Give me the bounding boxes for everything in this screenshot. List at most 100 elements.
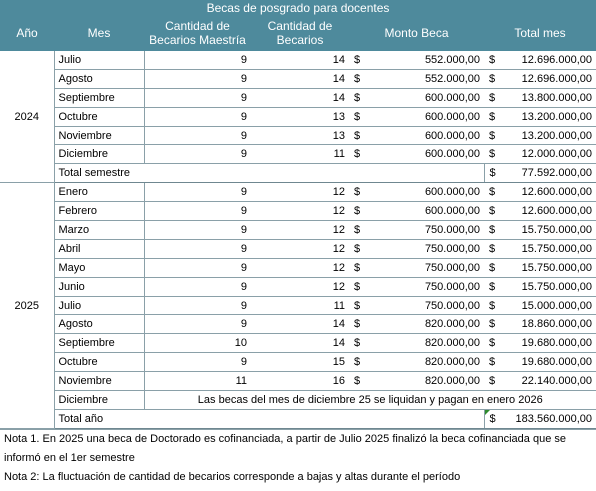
header-masters[interactable]: Cantidad de Becarios Maestría — [144, 15, 251, 51]
month-cell[interactable]: Noviembre — [54, 126, 145, 146]
month-cell[interactable]: Mayo — [54, 258, 145, 278]
amount-cell[interactable]: $600.000,00 — [349, 182, 484, 203]
scholars-cell[interactable]: 14 — [251, 333, 349, 354]
amount-cell[interactable]: $820.000,00 — [349, 333, 484, 354]
scholars-cell[interactable]: 13 — [251, 126, 349, 146]
month-cell[interactable]: Agosto — [54, 69, 145, 89]
total-cell[interactable]: $12.600.000,00 — [484, 182, 596, 203]
amount-cell[interactable]: $552.000,00 — [349, 69, 484, 89]
total-cell[interactable]: $13.200.000,00 — [484, 126, 596, 146]
total-cell[interactable]: $13.200.000,00 — [484, 107, 596, 127]
scholars-cell[interactable]: 15 — [251, 352, 349, 373]
scholars-cell[interactable]: 16 — [251, 371, 349, 392]
month-cell[interactable]: Noviembre — [54, 371, 145, 392]
table-title[interactable]: Becas de posgrado para docentes — [0, 0, 596, 15]
masters-cell[interactable]: 9 — [144, 239, 251, 259]
header-amount[interactable]: Monto Beca — [349, 15, 484, 51]
month-cell[interactable]: Diciembre — [54, 144, 145, 165]
total-cell[interactable]: $18.860.000,00 — [484, 314, 596, 335]
header-scholars[interactable]: Cantidad de Becarios — [251, 15, 349, 51]
amount-cell[interactable]: $750.000,00 — [349, 220, 484, 240]
scholars-cell[interactable]: 11 — [251, 144, 349, 165]
scholars-cell[interactable]: 12 — [251, 239, 349, 259]
amount-cell[interactable]: $750.000,00 — [349, 277, 484, 297]
amount-cell[interactable]: $600.000,00 — [349, 88, 484, 108]
comment-marker-icon[interactable] — [484, 409, 490, 415]
masters-cell[interactable]: 9 — [144, 107, 251, 127]
scholars-cell[interactable]: 12 — [251, 220, 349, 240]
masters-cell[interactable]: 9 — [144, 314, 251, 335]
month-cell[interactable]: Diciembre — [54, 390, 145, 410]
month-cell[interactable]: Febrero — [54, 201, 145, 222]
masters-cell[interactable]: 9 — [144, 296, 251, 316]
amount-cell[interactable]: $820.000,00 — [349, 371, 484, 392]
total-cell[interactable]: $12.696.000,00 — [484, 51, 596, 70]
masters-cell[interactable]: 9 — [144, 258, 251, 278]
month-cell[interactable]: Julio — [54, 51, 145, 70]
month-cell[interactable]: Junio — [54, 277, 145, 297]
month-cell[interactable]: Agosto — [54, 314, 145, 335]
scholars-cell[interactable]: 14 — [251, 314, 349, 335]
scholars-cell[interactable]: 12 — [251, 201, 349, 222]
month-cell[interactable]: Septiembre — [54, 333, 145, 354]
masters-cell[interactable]: 9 — [144, 352, 251, 373]
total-cell[interactable]: $13.800.000,00 — [484, 88, 596, 108]
total-cell[interactable]: $15.750.000,00 — [484, 239, 596, 259]
total-cell[interactable]: $12.000.000,00 — [484, 144, 596, 165]
total-cell[interactable]: $22.140.000,00 — [484, 371, 596, 392]
masters-cell[interactable]: 9 — [144, 144, 251, 165]
total-cell[interactable]: $12.600.000,00 — [484, 201, 596, 222]
month-cell[interactable]: Julio — [54, 296, 145, 316]
scholars-cell[interactable]: 13 — [251, 107, 349, 127]
masters-cell[interactable]: 9 — [144, 201, 251, 222]
month-cell[interactable]: Octubre — [54, 352, 145, 373]
total-cell[interactable]: $19.680.000,00 — [484, 352, 596, 373]
masters-cell[interactable]: 9 — [144, 88, 251, 108]
month-cell[interactable]: Enero — [54, 182, 145, 203]
month-cell[interactable]: Marzo — [54, 220, 145, 240]
total-cell[interactable]: $15.750.000,00 — [484, 258, 596, 278]
scholars-cell[interactable]: 12 — [251, 258, 349, 278]
amount-cell[interactable]: $750.000,00 — [349, 296, 484, 316]
december-note-cell[interactable]: Las becas del mes de diciembre 25 se liq… — [144, 390, 596, 410]
summary-total-cell[interactable]: $77.592.000,00 — [484, 163, 596, 184]
total-cell[interactable]: $19.680.000,00 — [484, 333, 596, 354]
masters-cell[interactable]: 11 — [144, 371, 251, 392]
masters-cell[interactable]: 9 — [144, 69, 251, 89]
total-cell[interactable]: $15.000.000,00 — [484, 296, 596, 316]
scholars-cell[interactable]: 12 — [251, 182, 349, 203]
masters-cell[interactable]: 10 — [144, 333, 251, 354]
month-cell[interactable]: Septiembre — [54, 88, 145, 108]
summary-total-cell[interactable]: $183.560.000,00 — [484, 409, 596, 429]
masters-cell[interactable]: 9 — [144, 182, 251, 203]
scholars-cell[interactable]: 14 — [251, 51, 349, 70]
amount-cell[interactable]: $600.000,00 — [349, 107, 484, 127]
header-year[interactable]: Año — [0, 15, 54, 51]
total-cell[interactable]: $15.750.000,00 — [484, 220, 596, 240]
year-cell[interactable]: 2025 — [0, 182, 55, 429]
scholars-cell[interactable]: 11 — [251, 296, 349, 316]
amount-cell[interactable]: $820.000,00 — [349, 314, 484, 335]
masters-cell[interactable]: 9 — [144, 277, 251, 297]
year-cell[interactable]: 2024 — [0, 51, 55, 184]
amount-cell[interactable]: $600.000,00 — [349, 144, 484, 165]
total-cell[interactable]: $12.696.000,00 — [484, 69, 596, 89]
masters-cell[interactable]: 9 — [144, 51, 251, 70]
scholars-cell[interactable]: 14 — [251, 88, 349, 108]
month-cell[interactable]: Abril — [54, 239, 145, 259]
scholars-cell[interactable]: 14 — [251, 69, 349, 89]
masters-cell[interactable]: 9 — [144, 126, 251, 146]
amount-cell[interactable]: $820.000,00 — [349, 352, 484, 373]
summary-label-cell[interactable]: Total semestre — [54, 163, 485, 184]
note-1[interactable]: Nota 1. En 2025 una beca de Doctorado es… — [4, 432, 566, 464]
header-total[interactable]: Total mes — [484, 15, 596, 51]
note-2[interactable]: Nota 2: La fluctuación de cantidad de be… — [4, 470, 461, 483]
amount-cell[interactable]: $600.000,00 — [349, 126, 484, 146]
amount-cell[interactable]: $750.000,00 — [349, 239, 484, 259]
scholars-cell[interactable]: 12 — [251, 277, 349, 297]
amount-cell[interactable]: $552.000,00 — [349, 51, 484, 70]
amount-cell[interactable]: $600.000,00 — [349, 201, 484, 222]
summary-label-cell[interactable]: Total año — [54, 409, 485, 429]
masters-cell[interactable]: 9 — [144, 220, 251, 240]
amount-cell[interactable]: $750.000,00 — [349, 258, 484, 278]
